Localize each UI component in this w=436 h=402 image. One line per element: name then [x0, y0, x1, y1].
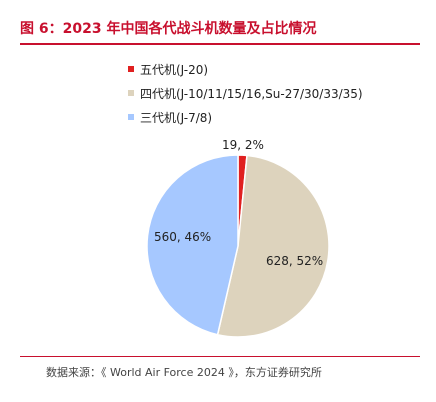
source-rule — [20, 356, 420, 357]
source-note: 数据来源：《 World Air Force 2024 》，东方证券研究所 — [46, 366, 322, 379]
legend-item-fourth-gen: 四代机(J-10/11/15/16,Su-27/30/33/35) — [128, 82, 363, 104]
legend-swatch-third-gen — [128, 114, 134, 120]
legend-label-fourth-gen: 四代机(J-10/11/15/16,Su-27/30/33/35) — [140, 86, 363, 101]
data-label-fourth-gen: 628, 52% — [266, 254, 323, 268]
figure-title: 图 6：2023 年中国各代战斗机数量及占比情况 — [20, 21, 317, 37]
legend-item-third-gen: 三代机(J-7/8) — [128, 106, 363, 128]
legend-item-fifth-gen: 五代机(J-20) — [128, 58, 363, 80]
legend-swatch-fourth-gen — [128, 90, 134, 96]
legend-label-third-gen: 三代机(J-7/8) — [140, 110, 213, 125]
title-rule — [20, 43, 420, 45]
pie-slice-fourth-gen — [216, 154, 330, 338]
data-label-fifth-gen: 19, 2% — [222, 138, 264, 152]
data-label-third-gen: 560, 46% — [154, 230, 211, 244]
pie-slice-third-gen — [146, 154, 239, 336]
legend-label-fifth-gen: 五代机(J-20) — [140, 62, 209, 77]
chart-legend: 五代机(J-20) 四代机(J-10/11/15/16,Su-27/30/33/… — [128, 58, 363, 130]
legend-swatch-fifth-gen — [128, 66, 134, 72]
